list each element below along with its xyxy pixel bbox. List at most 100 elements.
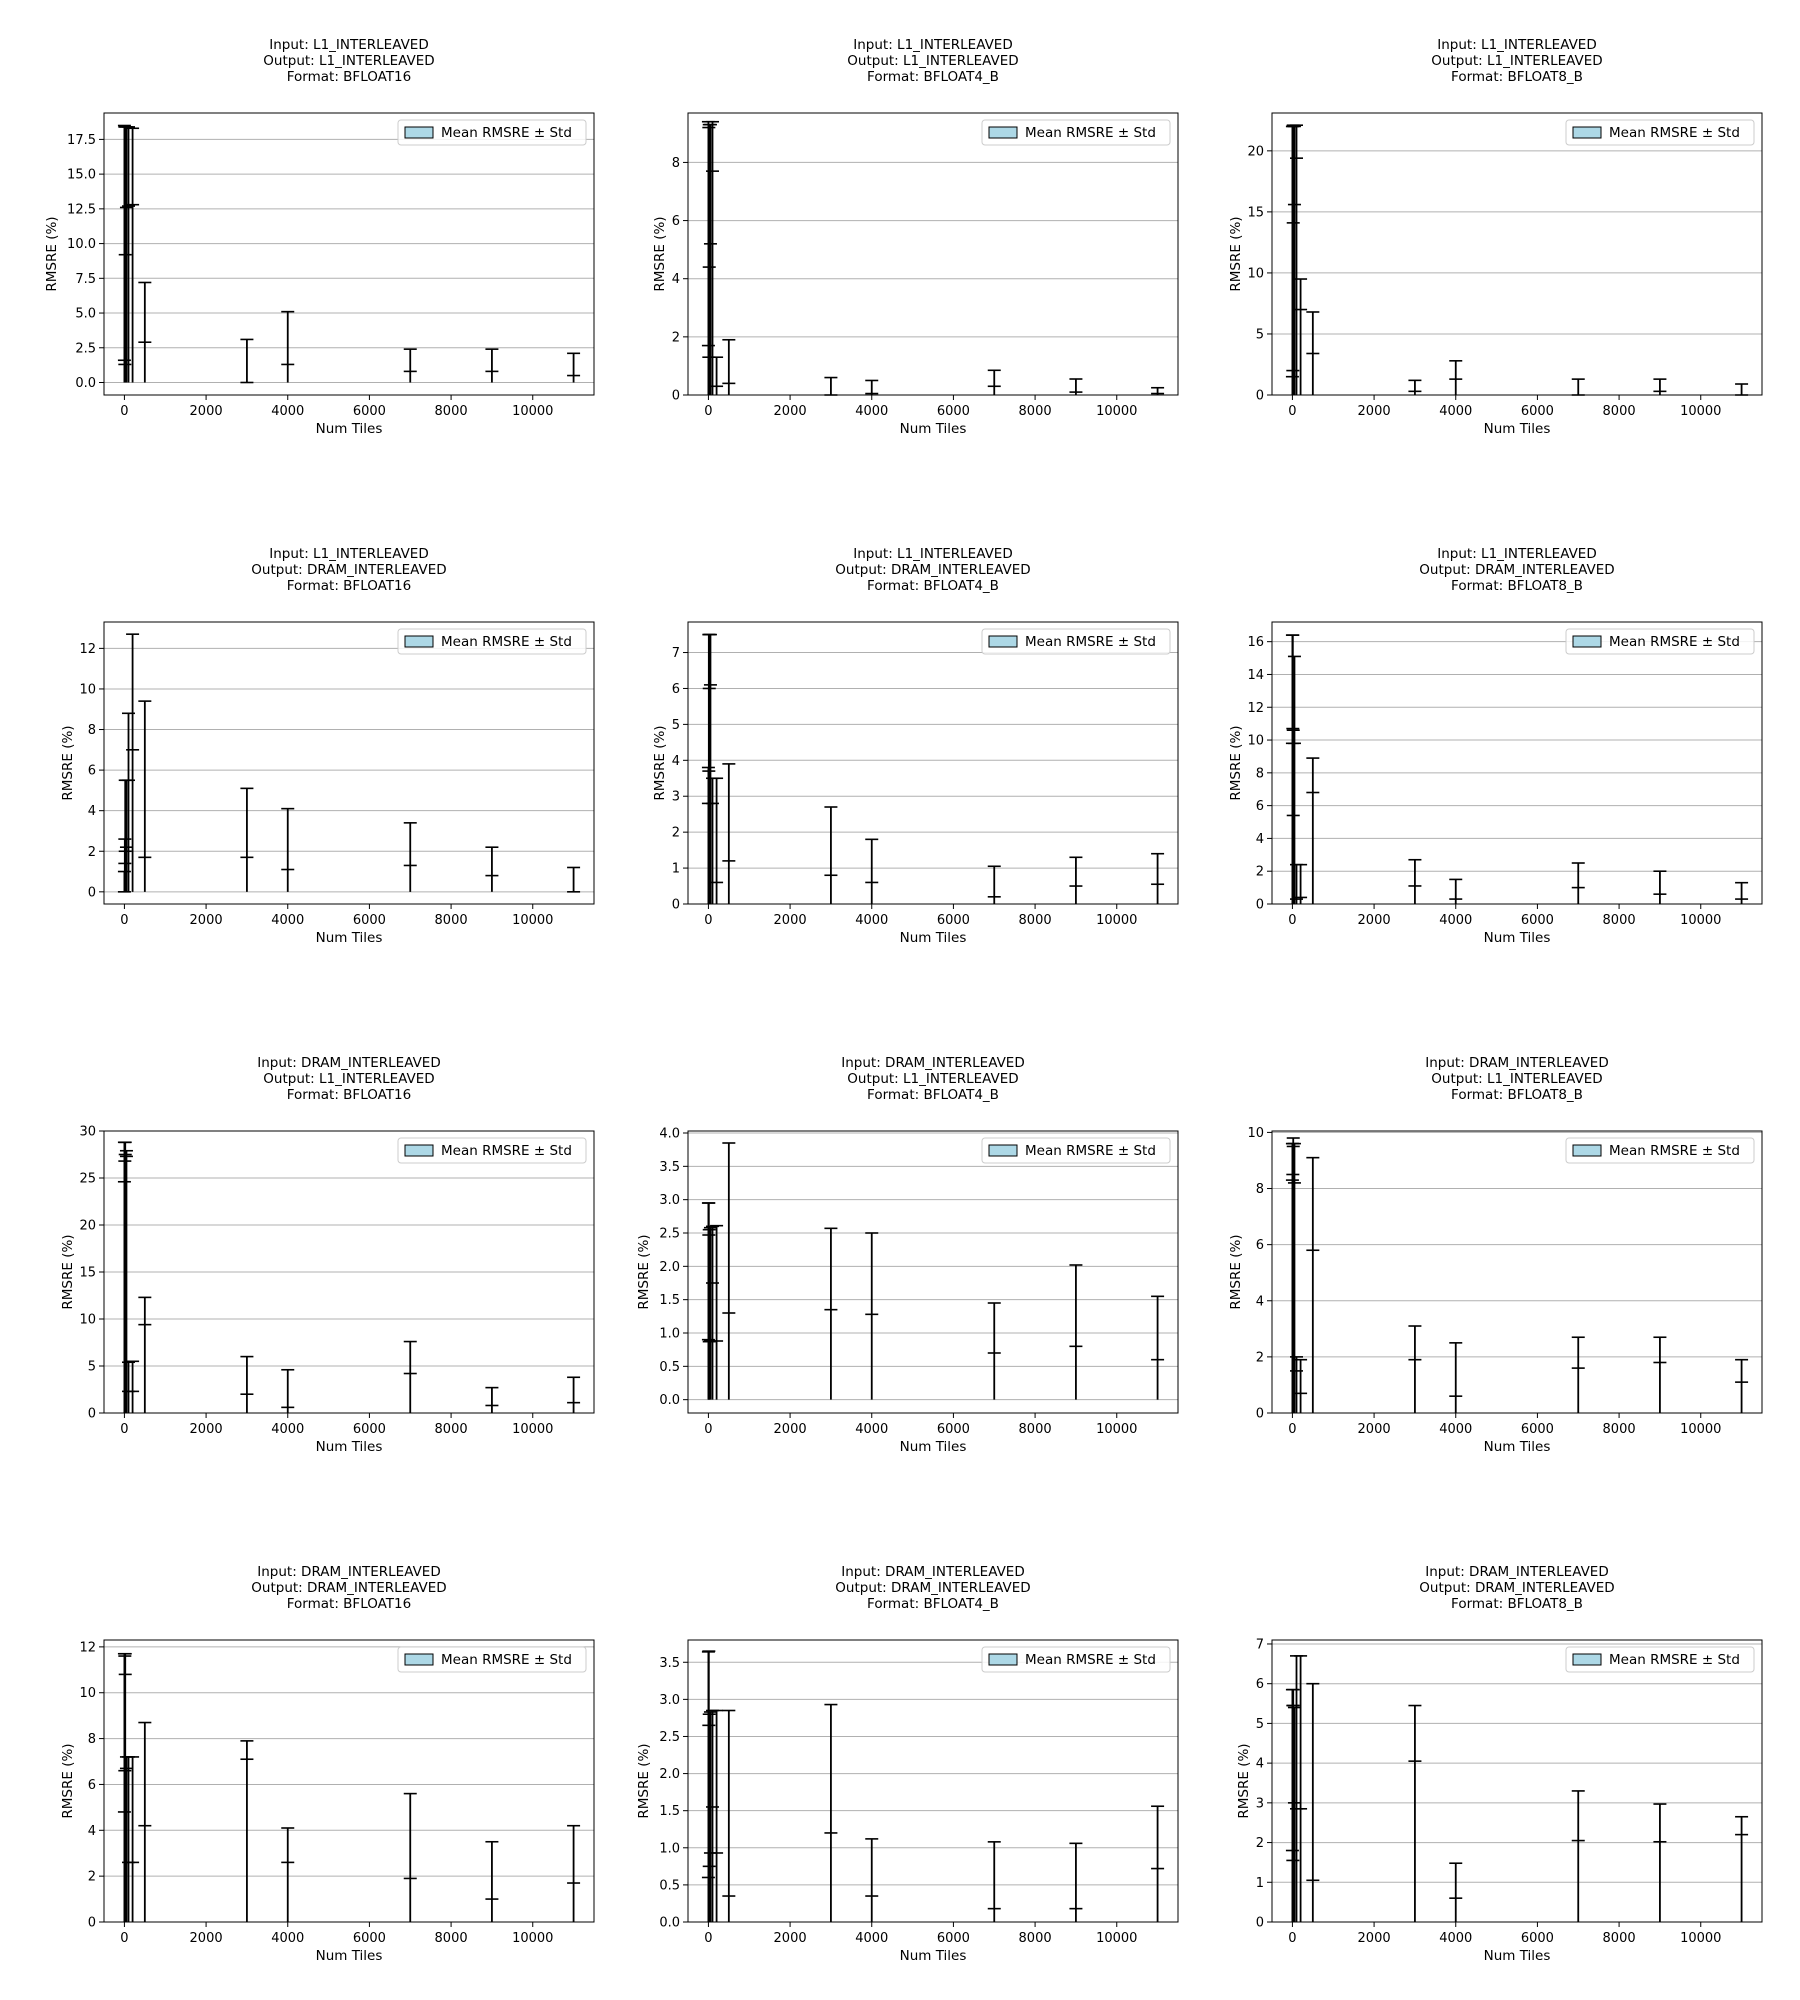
error-bar: [722, 1709, 736, 1922]
x-tick-label: 8000: [1019, 1931, 1052, 1946]
title-line-2: Output: L1_INTERLEAVED: [847, 53, 1018, 69]
error-bar: [126, 633, 140, 892]
x-tick-label: 0: [704, 404, 712, 419]
error-bar: [1571, 1336, 1585, 1413]
error-bar: [281, 310, 295, 383]
error-bar: [1735, 383, 1749, 396]
y-tick-label: 12: [79, 642, 96, 657]
y-tick-label: 2.5: [659, 1227, 680, 1242]
title-line-2: Output: L1_INTERLEAVED: [1431, 53, 1602, 69]
x-tick-label: 0: [120, 913, 128, 928]
legend-frame: [1565, 119, 1755, 146]
error-bar: [987, 865, 1001, 904]
error-bar: [126, 127, 140, 383]
x-tick-label: 8000: [435, 404, 468, 419]
y-tick-label: 8: [1256, 1182, 1264, 1197]
error-bar: [281, 1368, 295, 1413]
y-tick-label: 2: [672, 330, 680, 345]
x-tick-label: 6000: [937, 913, 970, 928]
error-bar: [403, 1340, 417, 1413]
y-tick-label: 0.0: [75, 376, 96, 391]
error-bar: [1287, 655, 1301, 904]
y-tick-label: 8: [672, 156, 680, 171]
title-line-1: Input: L1_INTERLEAVED: [853, 546, 1012, 562]
y-axis-label: RMSRE (%): [1228, 725, 1244, 800]
x-tick-label: 6000: [937, 404, 970, 419]
error-bar: [1735, 1358, 1749, 1413]
error-bar: [710, 1709, 724, 1922]
error-bar: [138, 700, 152, 892]
error-bar: [281, 807, 295, 892]
title-line-2: Output: DRAM_INTERLEAVED: [835, 1580, 1030, 1596]
error-bar: [703, 123, 717, 395]
y-axis-label: RMSRE (%): [1228, 216, 1244, 291]
error-bar: [710, 777, 724, 904]
error-bar: [824, 1703, 838, 1922]
title-line-1: Input: DRAM_INTERLEAVED: [1425, 1055, 1608, 1071]
legend: Mean RMSRE ± Std: [1565, 119, 1755, 146]
title-line-2: Output: L1_INTERLEAVED: [263, 1071, 434, 1087]
error-bar: [1735, 1815, 1749, 1922]
y-tick-label: 6: [1256, 1238, 1264, 1253]
error-bar: [403, 348, 417, 383]
x-tick-label: 0: [704, 913, 712, 928]
x-tick-label: 4000: [1439, 1422, 1472, 1437]
y-tick-label: 10: [79, 1686, 96, 1701]
y-tick-label: 10.0: [67, 237, 96, 252]
title-line-3: Format: BFLOAT16: [287, 69, 411, 85]
error-bar: [118, 1652, 132, 1922]
error-bar: [485, 1386, 499, 1413]
error-bar: [722, 338, 736, 395]
x-tick-label: 4000: [855, 1422, 888, 1437]
x-tick-label: 10000: [1096, 404, 1137, 419]
y-tick-label: 10: [1247, 734, 1264, 749]
y-tick-label: 25: [79, 1172, 96, 1187]
y-tick-label: 10: [1247, 266, 1264, 281]
error-bar: [824, 376, 838, 396]
title-line-1: Input: L1_INTERLEAVED: [269, 546, 428, 562]
x-tick-label: 2000: [190, 1931, 223, 1946]
legend-frame: [981, 1646, 1171, 1673]
legend-swatch: [988, 1653, 1018, 1666]
y-tick-label: 5: [1256, 327, 1264, 342]
y-axis-label: RMSRE (%): [652, 725, 668, 800]
x-tick-label: 0: [704, 1422, 712, 1437]
error-bar: [722, 763, 736, 904]
title-line-1: Input: L1_INTERLEAVED: [1437, 37, 1596, 53]
x-tick-label: 4000: [855, 913, 888, 928]
legend-frame: [1565, 1646, 1755, 1673]
x-tick-label: 2000: [190, 913, 223, 928]
y-tick-label: 0: [88, 1916, 96, 1931]
error-bar: [1287, 1142, 1301, 1413]
y-tick-label: 4: [672, 272, 680, 287]
error-bar: [703, 633, 717, 904]
y-axis-label: RMSRE (%): [60, 1743, 76, 1818]
y-tick-label: 0.0: [659, 1916, 680, 1931]
y-tick-label: 0.0: [659, 1393, 680, 1408]
error-bar: [1408, 379, 1422, 395]
x-tick-label: 10000: [1680, 1931, 1721, 1946]
y-tick-label: 16: [1247, 635, 1264, 650]
y-tick-label: 4: [1256, 832, 1264, 847]
error-bar: [138, 281, 152, 383]
error-bar: [119, 1756, 133, 1922]
error-bar: [567, 1824, 581, 1922]
legend: Mean RMSRE ± Std: [397, 628, 587, 655]
legend: Mean RMSRE ± Std: [981, 1646, 1171, 1673]
error-bar: [865, 1838, 879, 1922]
x-axis-label: Num Tiles: [1484, 930, 1551, 946]
y-tick-label: 0.5: [659, 1360, 680, 1375]
x-tick-label: 2000: [774, 404, 807, 419]
y-tick-label: 14: [1247, 668, 1264, 683]
y-tick-label: 0: [672, 898, 680, 913]
x-tick-label: 2000: [190, 404, 223, 419]
error-bar: [485, 1840, 499, 1922]
error-bar: [1290, 124, 1303, 395]
legend-frame: [397, 1646, 587, 1673]
y-tick-label: 5: [672, 718, 680, 733]
error-bar: [119, 1149, 133, 1413]
y-tick-label: 12: [1247, 701, 1264, 716]
error-bar: [1287, 125, 1301, 395]
